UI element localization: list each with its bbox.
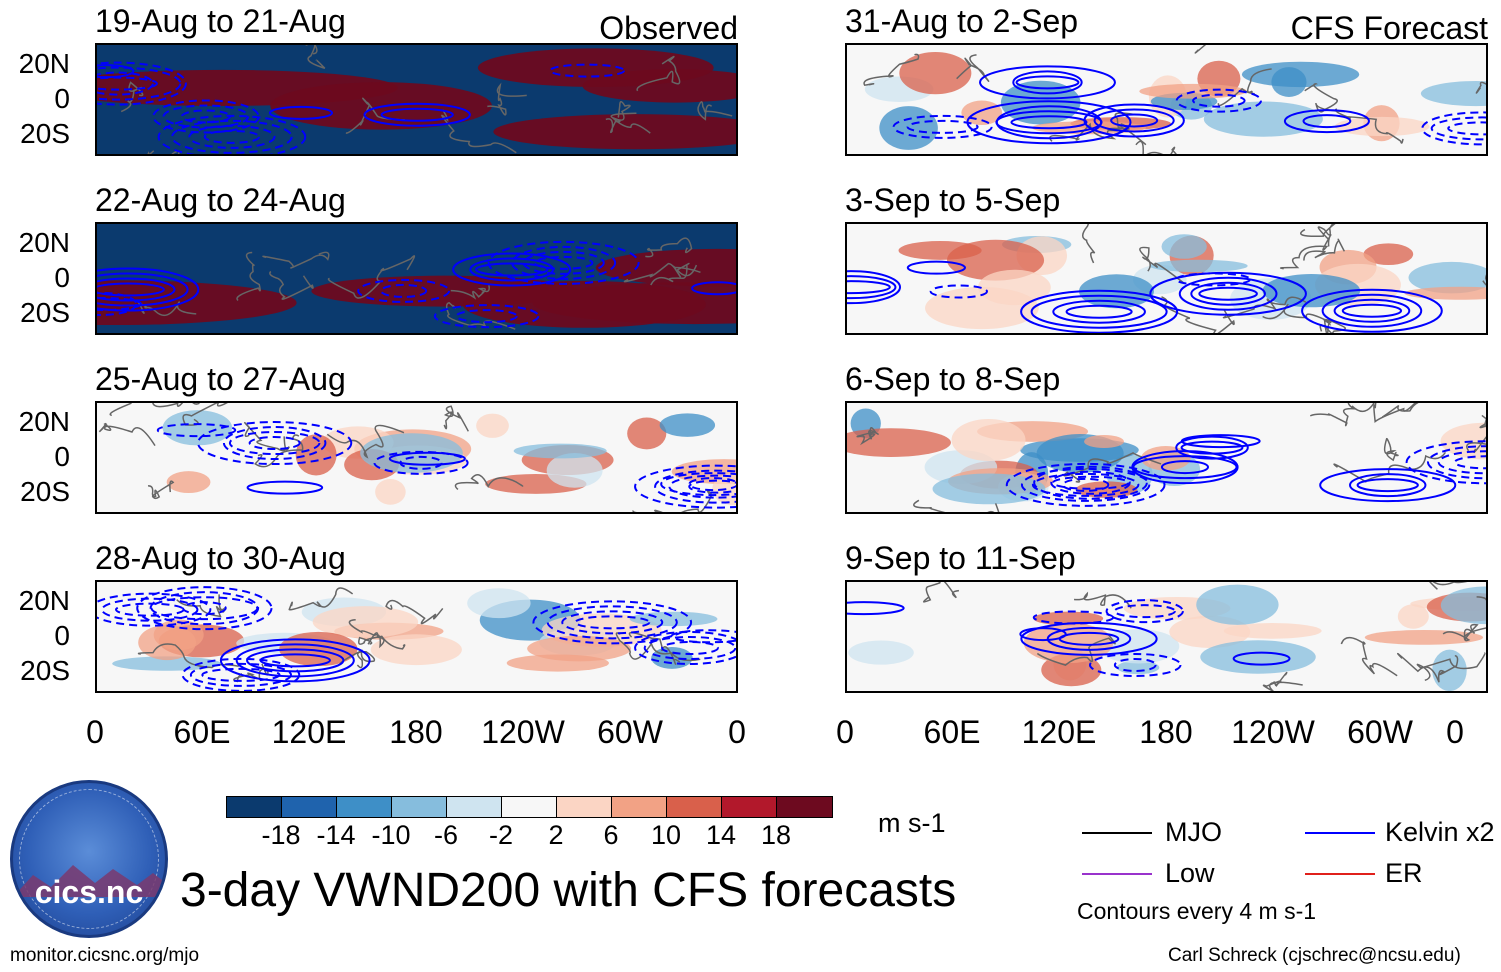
lon-label-left-0b: 0 <box>728 714 746 750</box>
map-canvas <box>847 45 1486 154</box>
map-panel-right-1 <box>845 43 1488 156</box>
colorbar-tick-9: 18 <box>760 820 792 850</box>
panel-title-right-1: 31-Aug to 2-Sep <box>845 3 1079 39</box>
cicsnc-logo: cics.nc <box>10 780 168 938</box>
panel-title-right-3: 6-Sep to 8-Sep <box>845 361 1061 397</box>
map-canvas <box>97 224 736 333</box>
colorbar-swatch-4 <box>447 797 502 817</box>
map-panel-left-4 <box>95 580 738 693</box>
cfs-forecast-tag: CFS Forecast <box>1290 10 1488 46</box>
lat-label-20s-4: 20S <box>20 655 70 686</box>
lon-label-right-0b: 0 <box>1446 714 1464 750</box>
footer-author: Carl Schreck (cjschrec@ncsu.edu) <box>1168 945 1461 966</box>
legend-label-kelvin: Kelvin x2 <box>1385 817 1495 847</box>
lat-label-20n-1: 20N <box>18 48 70 79</box>
lon-label-left-180: 180 <box>389 714 443 750</box>
colorbar-swatch-10 <box>777 797 832 817</box>
lat-label-eq-1: 0 <box>54 83 70 114</box>
colorbar-tick-1: -14 <box>316 820 356 850</box>
lat-label-eq-4: 0 <box>54 620 70 651</box>
logo-text: cics.nc <box>34 874 144 910</box>
observed-tag: Observed <box>599 10 738 46</box>
legend-label-mjo: MJO <box>1165 817 1222 847</box>
colorbar-swatch-0 <box>227 797 282 817</box>
lat-label-eq-2: 0 <box>54 262 70 293</box>
colorbar-swatch-8 <box>667 797 722 817</box>
colorbar-swatch-6 <box>557 797 612 817</box>
panel-title-right-4: 9-Sep to 11-Sep <box>845 540 1076 576</box>
lon-label-left-120e: 120E <box>271 714 347 750</box>
map-panel-right-3 <box>845 401 1488 514</box>
map-panel-left-2 <box>95 222 738 335</box>
lon-label-right-60w: 60W <box>1347 714 1413 750</box>
lon-label-right-180: 180 <box>1139 714 1193 750</box>
colorbar-swatch-9 <box>722 797 777 817</box>
colorbar-swatch-2 <box>337 797 392 817</box>
lon-label-right-120e: 120E <box>1021 714 1097 750</box>
logo-ring <box>19 789 159 929</box>
map-canvas <box>847 403 1486 512</box>
lon-label-left-0: 0 <box>86 714 104 750</box>
legend-line-er <box>1305 873 1375 875</box>
colorbar-units: m s-1 <box>878 808 946 838</box>
colorbar <box>226 796 833 818</box>
colorbar-tick-5: 2 <box>548 820 564 850</box>
map-canvas <box>847 224 1486 333</box>
colorbar-swatch-5 <box>502 797 557 817</box>
lat-label-20s-3: 20S <box>20 476 70 507</box>
lon-label-right-60e: 60E <box>923 714 981 750</box>
legend-line-low <box>1082 873 1152 875</box>
lon-label-left-60e: 60E <box>173 714 231 750</box>
footer-website: monitor.cicsnc.org/mjo <box>10 945 200 966</box>
colorbar-swatch-3 <box>392 797 447 817</box>
panel-title-left-1: 19-Aug to 21-Aug <box>95 3 346 39</box>
lon-label-right-0: 0 <box>836 714 854 750</box>
map-canvas <box>97 45 736 154</box>
legend-label-er: ER <box>1385 858 1423 888</box>
map-canvas <box>97 582 736 691</box>
legend-line-kelvin <box>1305 832 1375 834</box>
colorbar-tick-3: -6 <box>433 820 458 850</box>
panel-title-right-2: 3-Sep to 5-Sep <box>845 182 1061 218</box>
map-panel-right-4 <box>845 580 1488 693</box>
contour-note: Contours every 4 m s-1 <box>1077 898 1317 924</box>
legend-label-low: Low <box>1165 858 1215 888</box>
lon-label-right-120w: 120W <box>1231 714 1315 750</box>
logo-mountains <box>13 865 165 897</box>
panel-title-left-2: 22-Aug to 24-Aug <box>95 182 346 218</box>
lat-label-eq-3: 0 <box>54 441 70 472</box>
colorbar-tick-8: 14 <box>705 820 737 850</box>
colorbar-swatch-7 <box>612 797 667 817</box>
lat-label-20n-3: 20N <box>18 406 70 437</box>
colorbar-tick-6: 6 <box>603 820 619 850</box>
legend-line-mjo <box>1082 832 1152 834</box>
colorbar-tick-7: 10 <box>650 820 682 850</box>
lat-label-20n-4: 20N <box>18 585 70 616</box>
lat-label-20s-1: 20S <box>20 118 70 149</box>
lat-label-20s-2: 20S <box>20 297 70 328</box>
map-panel-left-1 <box>95 43 738 156</box>
lon-label-left-60w: 60W <box>597 714 663 750</box>
panel-title-left-4: 28-Aug to 30-Aug <box>95 540 346 576</box>
main-title: 3-day VWND200 with CFS forecasts <box>180 864 957 917</box>
colorbar-tick-2: -10 <box>371 820 411 850</box>
map-canvas <box>847 582 1486 691</box>
map-panel-right-2 <box>845 222 1488 335</box>
panel-title-left-3: 25-Aug to 27-Aug <box>95 361 346 397</box>
lat-label-20n-2: 20N <box>18 227 70 258</box>
lon-label-left-120w: 120W <box>481 714 565 750</box>
map-panel-left-3 <box>95 401 738 514</box>
colorbar-tick-0: -18 <box>261 820 301 850</box>
map-canvas <box>97 403 736 512</box>
colorbar-tick-4: -2 <box>488 820 513 850</box>
colorbar-swatch-1 <box>282 797 337 817</box>
